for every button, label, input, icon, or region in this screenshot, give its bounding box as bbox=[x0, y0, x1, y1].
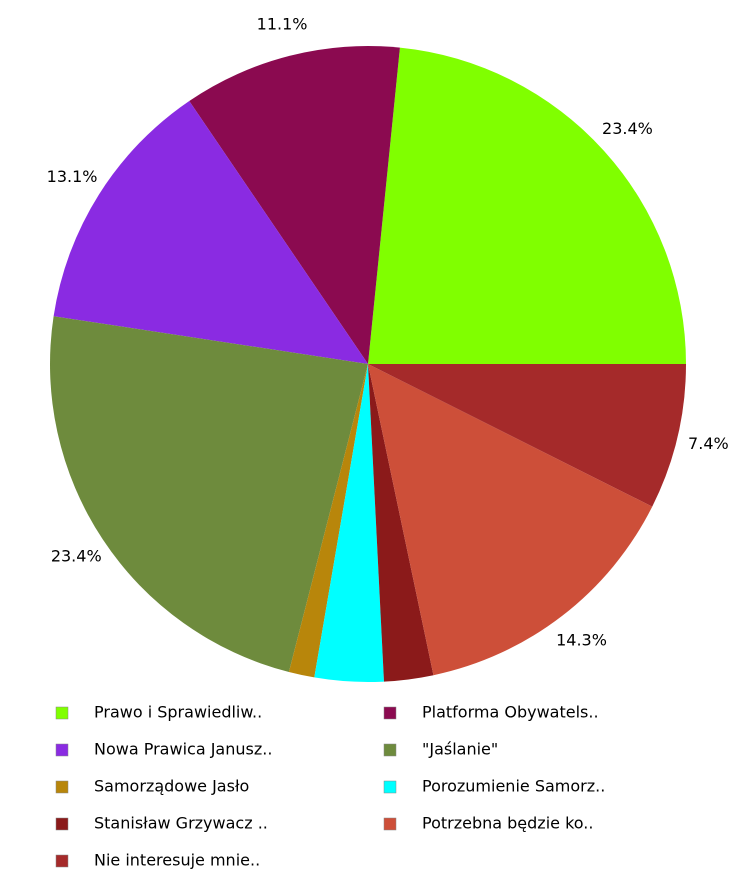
pie-slice bbox=[368, 364, 653, 676]
legend-label: Nowa Prawica Janusz.. bbox=[94, 740, 272, 759]
pie-slice bbox=[368, 47, 686, 364]
slice-label: 14.3% bbox=[556, 631, 607, 650]
slice-label: 7.4% bbox=[688, 434, 729, 453]
slice-label: 23.4% bbox=[51, 546, 102, 565]
slice-label: 13.1% bbox=[47, 167, 98, 186]
legend-swatch bbox=[55, 817, 69, 831]
slice-label: 11.1% bbox=[257, 14, 308, 33]
legend-label: Platforma Obywatels.. bbox=[422, 703, 599, 722]
pie-slice bbox=[189, 45, 400, 364]
legend-swatch bbox=[55, 780, 69, 794]
legend-swatch bbox=[55, 743, 69, 757]
pie-slice bbox=[314, 364, 384, 682]
legend-swatch bbox=[55, 854, 69, 868]
legend-label: Potrzebna będzie ko.. bbox=[422, 814, 593, 833]
pie-slice bbox=[288, 364, 368, 678]
legend-swatch bbox=[55, 706, 69, 720]
legend-label: Nie interesuje mnie.. bbox=[94, 851, 260, 870]
legend-label: Porozumienie Samorz.. bbox=[422, 777, 605, 796]
legend-swatch bbox=[383, 743, 397, 757]
slice-label: 23.4% bbox=[602, 119, 653, 138]
pie-slice bbox=[368, 364, 686, 507]
legend-swatch bbox=[383, 780, 397, 794]
legend-label: Prawo i Sprawiedliw.. bbox=[94, 703, 262, 722]
pie-slice bbox=[368, 364, 434, 682]
legend-label: Samorządowe Jasło bbox=[94, 777, 249, 796]
legend-label: "Jaślanie" bbox=[422, 740, 498, 759]
pie-slice bbox=[49, 316, 368, 673]
legend-swatch bbox=[383, 706, 397, 720]
legend-label: Stanisław Grzywacz .. bbox=[94, 814, 268, 833]
pie-slice bbox=[53, 100, 369, 365]
legend-swatch bbox=[383, 817, 397, 831]
